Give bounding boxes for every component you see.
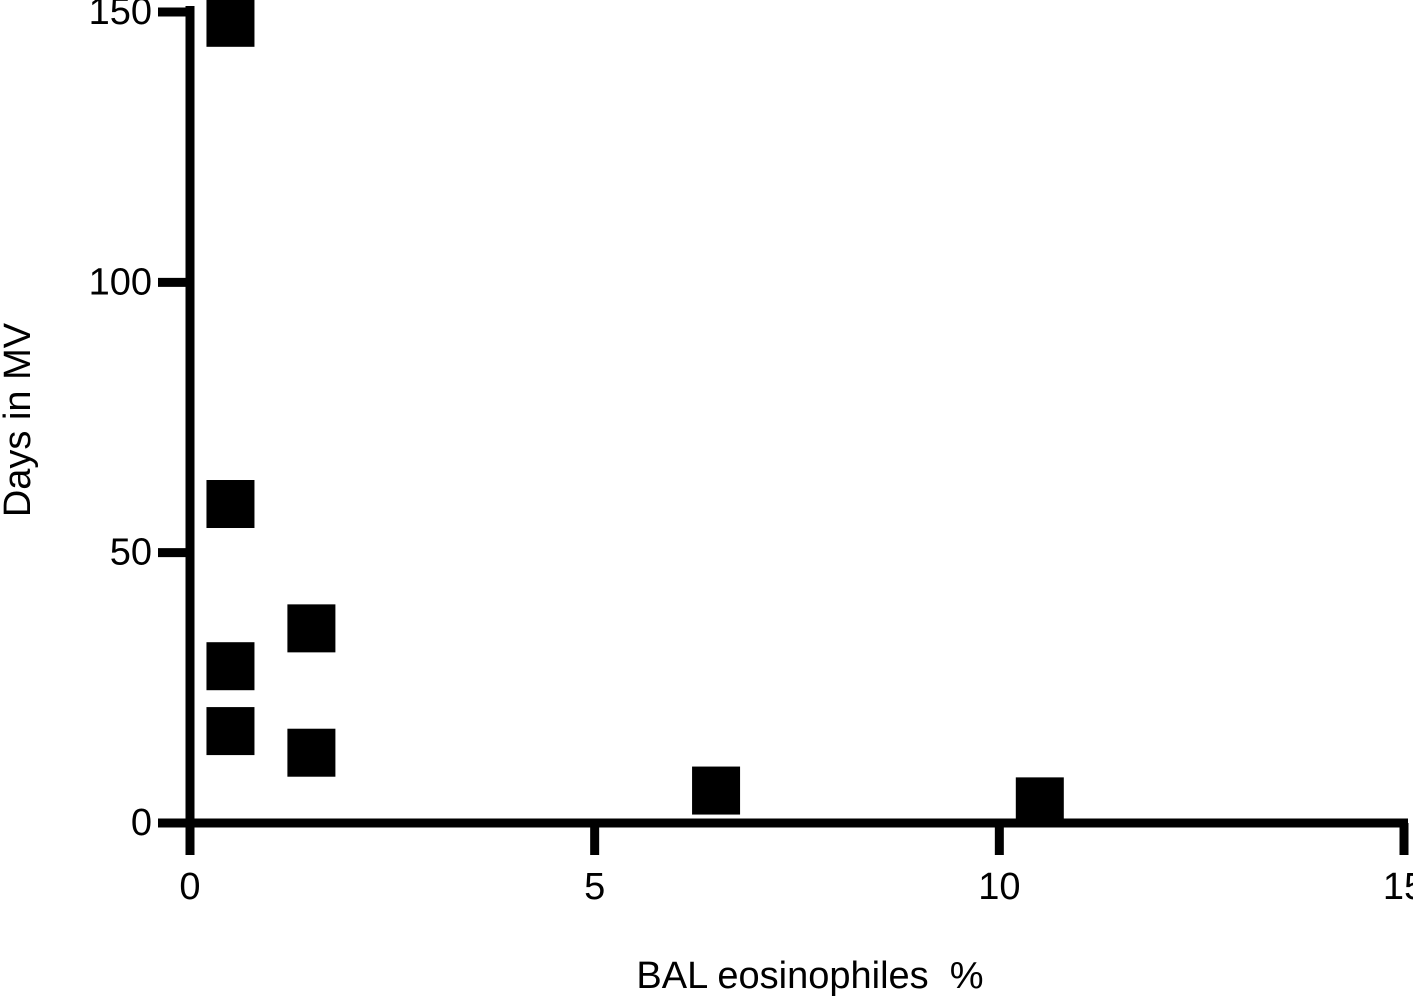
x-axis-label: BAL eosinophiles % [636, 955, 983, 997]
point [287, 604, 336, 653]
point [206, 707, 255, 756]
y-tick-label: 0 [131, 802, 152, 844]
y-axis-label: Days in MV [0, 322, 39, 517]
point [206, 480, 255, 529]
point [206, 0, 255, 47]
x-tick-label: 0 [179, 866, 200, 908]
x-tick-label: 15 [1383, 866, 1413, 908]
point [692, 766, 741, 815]
point [206, 642, 255, 691]
x-tick-label: 10 [978, 866, 1020, 908]
point [1015, 777, 1064, 826]
y-tick-label: 50 [110, 532, 152, 574]
x-tick-label: 5 [584, 866, 605, 908]
y-tick-label: 100 [89, 261, 152, 303]
point [287, 728, 336, 777]
y-tick-label: 150 [89, 0, 152, 33]
